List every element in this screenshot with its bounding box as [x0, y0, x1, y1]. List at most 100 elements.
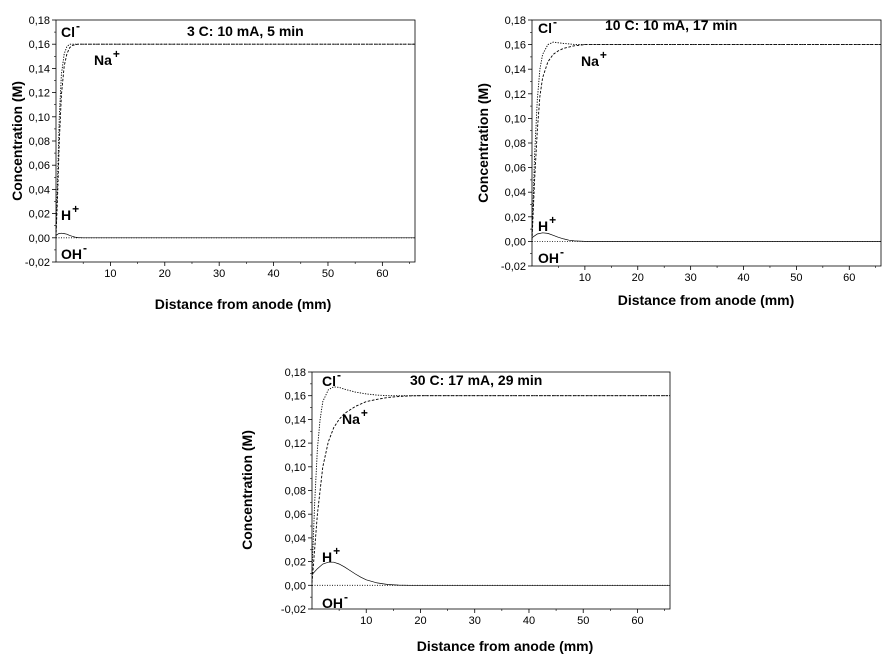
y-tick-label: 0,16: [505, 40, 526, 52]
y-tick-label: 0,18: [285, 367, 306, 379]
chart-title: 10 C: 10 mA, 17 min: [605, 17, 737, 33]
y-tick-label: 0,06: [505, 163, 526, 175]
y-tick-label: 0,08: [285, 486, 306, 498]
y-tick-label: 0,16: [285, 391, 306, 403]
y-axis-label: Concentration (M): [475, 83, 491, 203]
chart-title: 30 C: 17 mA, 29 min: [410, 372, 542, 388]
chart-title: 3 C: 10 mA, 5 min: [187, 23, 304, 39]
y-tick-label: 0,12: [29, 88, 50, 100]
x-tick-label: 50: [790, 272, 802, 284]
y-axis-label: Concentration (M): [239, 430, 255, 550]
series-line-na-minusplus: [55, 43, 415, 237]
ion-label-base: Cl: [322, 373, 336, 389]
chart-panel-3: -0,02 0,00 0,02 0,04 0,06 0,08 0,10 0,12 0,14 0,1…: [239, 367, 671, 654]
series-line-h-minusplus: [531, 232, 881, 242]
y-tick-label: -0,02: [281, 604, 306, 616]
x-tick-label: 10: [579, 272, 591, 284]
ion-label-superscript: -: [76, 19, 80, 33]
series-line-h-minusplus: [55, 232, 415, 239]
y-tick-label: 0,10: [29, 112, 50, 124]
y-tick-label: 0,18: [29, 15, 50, 27]
ion-label: Cl-: [61, 19, 80, 40]
y-tick-label: 0,04: [29, 184, 50, 196]
series-line-cl-minus: [55, 43, 415, 232]
y-tick-label: 0,06: [285, 509, 306, 521]
y-tick-label: 0,14: [285, 414, 306, 426]
x-tick-label: 20: [159, 268, 171, 280]
series-line-na-minusplus: [311, 395, 670, 583]
ion-label-superscript: +: [361, 406, 368, 420]
ion-label-superscript: +: [333, 544, 340, 558]
ion-label: Cl-: [322, 368, 341, 389]
series-line-cl-minus: [311, 386, 670, 574]
x-tick-label: 60: [631, 615, 643, 627]
ion-label-superscript: -: [344, 590, 348, 604]
x-tick-label: 60: [376, 268, 388, 280]
ion-label: H+: [322, 544, 340, 565]
y-tick-label: 0,14: [29, 63, 50, 75]
y-tick-label: 0,12: [285, 438, 306, 450]
ion-label: Na+: [581, 48, 607, 69]
ion-label: Na+: [94, 47, 120, 68]
ion-label-base: Cl: [538, 20, 552, 36]
y-tick-label: 0,02: [285, 557, 306, 569]
ion-label-base: H: [61, 207, 71, 223]
ion-label-superscript: +: [549, 213, 556, 227]
series-line-h-minusplus: [311, 561, 670, 586]
series-line-na-minusplus: [531, 44, 881, 241]
y-tick-label: 0,04: [505, 187, 526, 199]
x-tick-label: 40: [267, 268, 279, 280]
ion-label-base: Na: [581, 53, 599, 69]
x-tick-label: 20: [632, 272, 644, 284]
ion-label-superscript: -: [83, 241, 87, 255]
y-tick-label: 0,18: [505, 15, 526, 27]
y-tick-label: 0,08: [505, 138, 526, 150]
y-tick-label: 0,02: [505, 212, 526, 224]
x-axis-label: Distance from anode (mm): [618, 292, 795, 308]
ion-label: Na+: [342, 406, 368, 427]
x-tick-label: 10: [360, 615, 372, 627]
x-tick-label: 50: [577, 615, 589, 627]
ion-label: H+: [61, 202, 79, 223]
ion-label-base: Na: [342, 411, 360, 427]
ion-label-superscript: +: [72, 202, 79, 216]
chart-panel-2: -0,02 0,00 0,02 0,04 0,06 0,08 0,10 0,12 0,14 0,1…: [475, 15, 882, 308]
x-tick-label: 30: [469, 615, 481, 627]
x-tick-label: 30: [213, 268, 225, 280]
ion-label-base: OH: [538, 250, 559, 266]
ion-label-base: H: [538, 218, 548, 234]
ion-label-base: H: [322, 549, 332, 565]
x-axis-label: Distance from anode (mm): [155, 296, 332, 312]
ion-label-superscript: -: [337, 368, 341, 382]
x-tick-label: 40: [737, 272, 749, 284]
y-axis-label: Concentration (M): [9, 81, 25, 201]
y-tick-label: 0,10: [505, 113, 526, 125]
ion-label: H+: [538, 213, 556, 234]
y-tick-label: 0,04: [285, 533, 306, 545]
ion-label-superscript: -: [553, 15, 557, 29]
series-line-cl-minus: [531, 41, 881, 236]
x-tick-label: 50: [322, 268, 334, 280]
ion-label-base: Na: [94, 52, 112, 68]
x-axis-label: Distance from anode (mm): [417, 638, 594, 654]
ion-label-superscript: +: [600, 48, 607, 62]
ion-label: Cl-: [538, 15, 557, 36]
x-tick-label: 40: [523, 615, 535, 627]
y-tick-label: 0,00: [505, 236, 526, 248]
y-tick-label: 0,00: [29, 233, 50, 245]
y-tick-label: 0,06: [29, 160, 50, 172]
ion-label-base: Cl: [61, 24, 75, 40]
x-tick-label: 60: [843, 272, 855, 284]
x-tick-label: 30: [685, 272, 697, 284]
ion-label-base: OH: [322, 595, 343, 611]
y-tick-label: 0,16: [29, 39, 50, 51]
y-tick-label: 0,00: [285, 580, 306, 592]
chart-panel-1: -0,02 0,00 0,02 0,04 0,06 0,08 0,10 0,12 0,14 0,1…: [9, 15, 416, 312]
y-tick-label: 0,08: [29, 136, 50, 148]
ion-label: OH-: [61, 241, 87, 262]
ion-label: OH-: [538, 245, 564, 266]
y-tick-label: -0,02: [25, 257, 50, 269]
y-tick-label: 0,10: [285, 462, 306, 474]
ion-label-superscript: +: [113, 47, 120, 61]
